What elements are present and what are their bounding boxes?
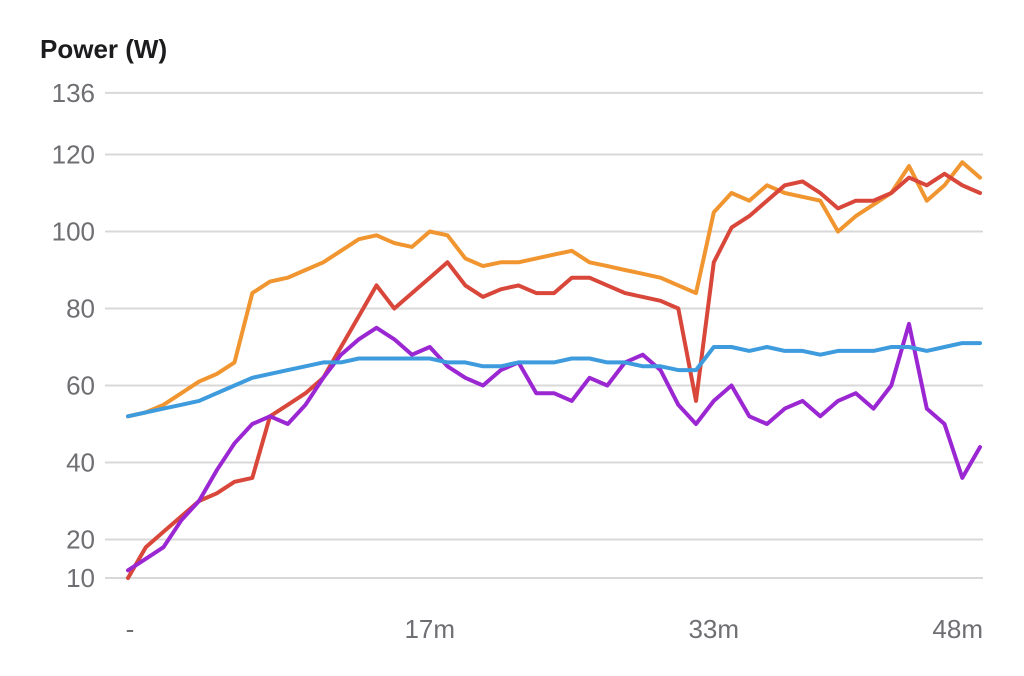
- y-tick-label: 20: [66, 525, 95, 555]
- y-tick-label: 10: [66, 563, 95, 593]
- series-line-purple: [126, 321, 982, 573]
- x-tick-label: 17m: [404, 614, 455, 644]
- y-tick-label: 136: [52, 78, 95, 108]
- series-lines: [126, 160, 982, 580]
- y-tick-label: 120: [52, 140, 95, 170]
- y-tick-label: 60: [66, 371, 95, 401]
- x-tick-label: 33m: [688, 614, 739, 644]
- series-line-blue: [126, 341, 982, 419]
- x-tick-label: -: [126, 614, 135, 644]
- y-tick-label: 100: [52, 217, 95, 247]
- gridlines: [105, 91, 983, 579]
- y-axis: 10 20 40 60 80 100 120 136: [52, 78, 95, 593]
- x-tick-label: 48m: [932, 614, 983, 644]
- chart-title: Power (W): [40, 34, 168, 64]
- y-tick-label: 80: [66, 294, 95, 324]
- series-line-orange: [126, 160, 982, 419]
- y-tick-label: 40: [66, 448, 95, 478]
- x-axis: - 17m 33m 48m: [126, 614, 983, 644]
